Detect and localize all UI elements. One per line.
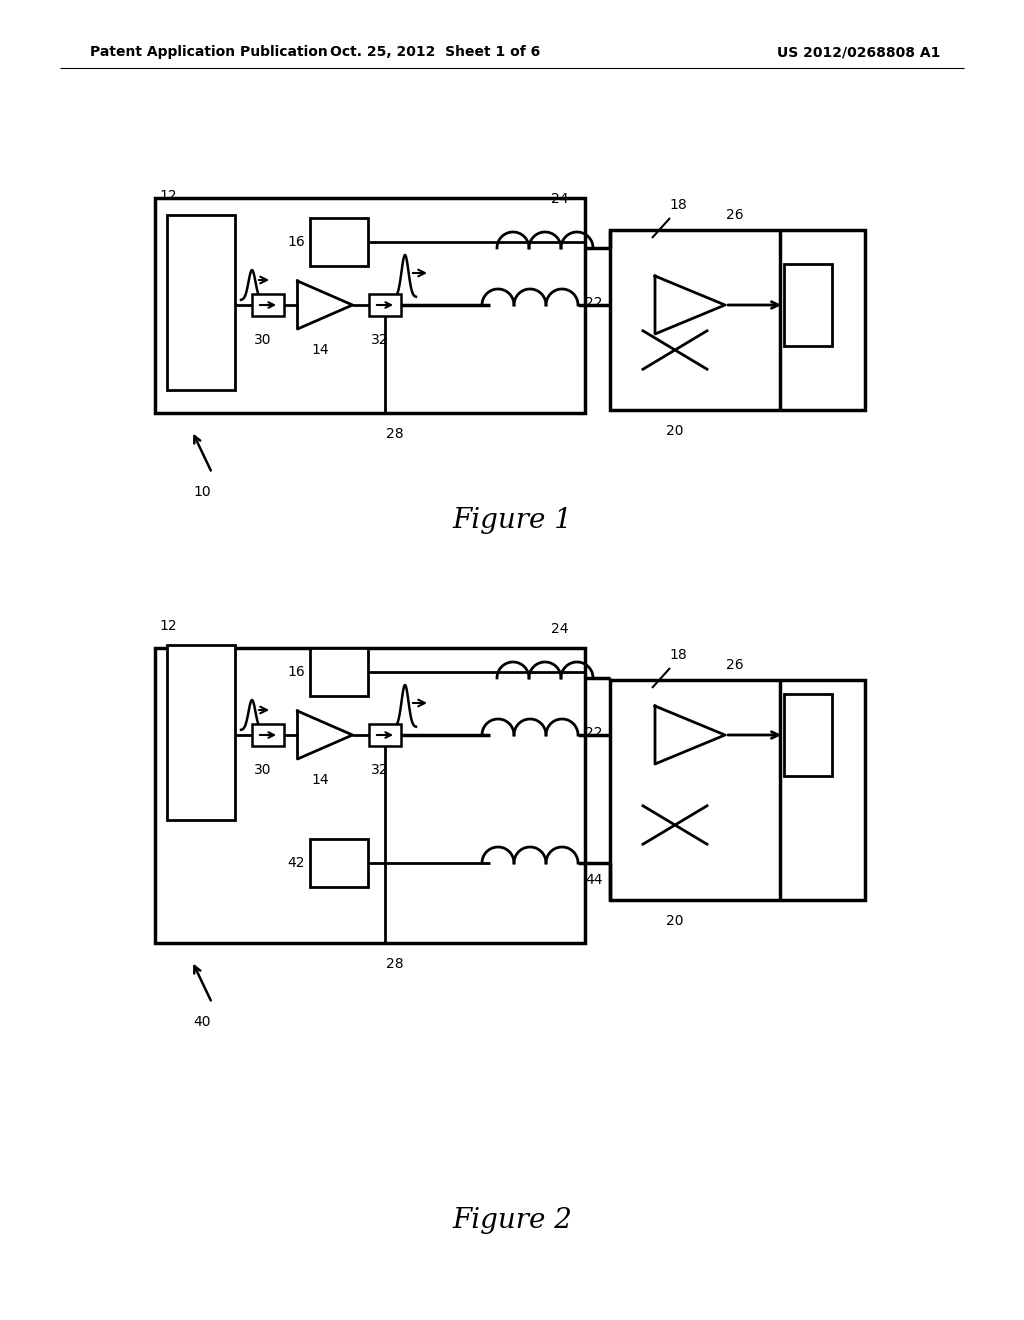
Text: 24: 24 [551, 622, 568, 636]
Text: 44: 44 [585, 873, 602, 887]
Text: 18: 18 [669, 198, 687, 213]
Bar [167, 645, 234, 820]
Text: Patent Application Publication: Patent Application Publication [90, 45, 328, 59]
Text: 22: 22 [585, 726, 602, 741]
Bar [784, 264, 831, 346]
Text: 32: 32 [372, 763, 389, 777]
Bar [610, 230, 865, 411]
Text: 16: 16 [288, 665, 305, 678]
Text: 14: 14 [311, 774, 329, 787]
Text: 28: 28 [386, 957, 403, 972]
Text: Oct. 25, 2012  Sheet 1 of 6: Oct. 25, 2012 Sheet 1 of 6 [330, 45, 540, 59]
Text: 28: 28 [386, 426, 403, 441]
Bar [310, 218, 368, 267]
Bar [369, 294, 401, 315]
Bar [252, 723, 284, 746]
Text: 16: 16 [288, 235, 305, 249]
Bar [784, 694, 831, 776]
Bar [610, 680, 865, 900]
Text: 30: 30 [254, 763, 271, 777]
Text: Figure 2: Figure 2 [452, 1206, 572, 1233]
Text: Figure 1: Figure 1 [452, 507, 572, 533]
Text: 18: 18 [669, 648, 687, 663]
Text: 20: 20 [667, 424, 684, 438]
Text: 32: 32 [372, 333, 389, 347]
Text: 26: 26 [726, 657, 743, 672]
Text: 42: 42 [288, 855, 305, 870]
Bar [369, 723, 401, 746]
Text: 14: 14 [311, 343, 329, 356]
Text: 10: 10 [194, 484, 211, 499]
Bar [310, 648, 368, 696]
Text: US 2012/0268808 A1: US 2012/0268808 A1 [776, 45, 940, 59]
Text: 20: 20 [667, 913, 684, 928]
Bar [310, 840, 368, 887]
Bar [167, 215, 234, 389]
Text: 26: 26 [726, 209, 743, 222]
Bar [155, 198, 585, 413]
Bar [155, 648, 585, 942]
Bar [252, 294, 284, 315]
Text: 30: 30 [254, 333, 271, 347]
Text: 12: 12 [159, 619, 176, 634]
Text: 12: 12 [159, 189, 176, 203]
Text: 24: 24 [551, 191, 568, 206]
Text: 40: 40 [194, 1015, 211, 1030]
Text: 22: 22 [585, 296, 602, 310]
